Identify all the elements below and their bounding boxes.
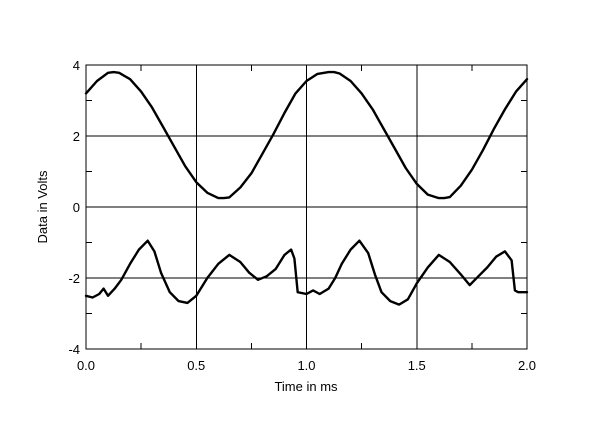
grid-layer bbox=[86, 65, 527, 349]
x-tick-label: 1.5 bbox=[408, 358, 426, 373]
series-line-2 bbox=[84, 239, 529, 306]
series-layer bbox=[84, 70, 529, 306]
y-tick-label: 4 bbox=[73, 58, 80, 73]
series-line-1 bbox=[84, 70, 529, 200]
x-tick-label: 0.5 bbox=[187, 358, 205, 373]
x-tick-labels: 0.0 0.5 1.0 1.5 2.0 bbox=[77, 358, 536, 373]
x-tick-label: 0.0 bbox=[77, 358, 95, 373]
x-tick-label: 2.0 bbox=[518, 358, 536, 373]
y-tick-label: 0 bbox=[73, 200, 80, 215]
y-tick-label: 2 bbox=[73, 129, 80, 144]
x-tick-label: 1.0 bbox=[297, 358, 315, 373]
x-axis-label: Time in ms bbox=[274, 379, 338, 394]
y-tick-labels: 4 2 0 -2 -4 bbox=[68, 58, 80, 357]
y-axis-label: Data in Volts bbox=[35, 170, 50, 243]
plot-frame bbox=[85, 64, 528, 350]
y-tick-label: -4 bbox=[68, 342, 80, 357]
y-tick-label: -2 bbox=[68, 271, 80, 286]
